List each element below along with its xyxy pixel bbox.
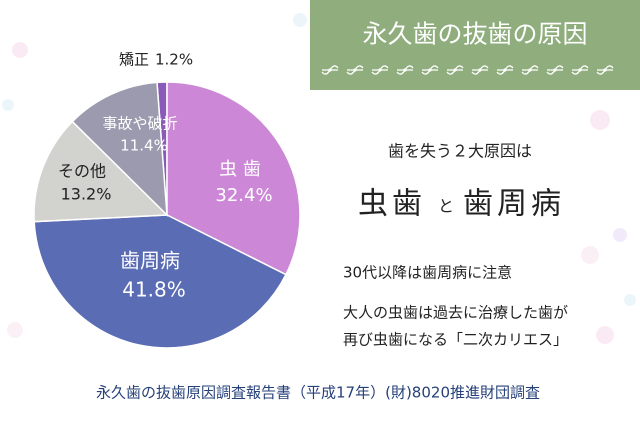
headline-intro: 歯を失う２大原因は	[388, 142, 532, 161]
pie: 矯正 1.2% 虫 歯 32.4% 歯周病 41.8% その他 13.2% 事故や破折 11.4%	[33, 51, 301, 349]
slice-label: 事故や破折	[102, 115, 177, 133]
ornament-dot	[378, 68, 382, 72]
slice-label: その他	[58, 162, 106, 181]
ornament-dot	[453, 68, 457, 72]
header-title: 永久歯の抜歯の原因	[362, 20, 587, 49]
ornament-dot	[403, 68, 407, 72]
ornament-row	[321, 65, 614, 75]
ornament-dot	[528, 68, 532, 72]
pie-slice	[166, 81, 301, 276]
ornament-dot	[578, 68, 582, 72]
ornament-dot	[428, 68, 432, 72]
ornament-dot	[328, 68, 332, 72]
value-label: 1.2%	[155, 51, 193, 69]
ornament-dot	[553, 68, 557, 72]
note: 大人の虫歯は過去に治療した歯が	[343, 304, 568, 322]
note: 30代以降は歯周病に注意	[343, 264, 512, 282]
background-dots	[2, 13, 636, 344]
pie-slice	[33, 214, 287, 349]
slice-label: 矯正	[119, 51, 149, 69]
value-label: 13.2%	[61, 185, 112, 204]
note: 再び虫歯になる「二次カリエス」	[343, 331, 568, 349]
header-box	[310, 0, 640, 90]
ornament-dot	[478, 68, 482, 72]
ornament-dot	[603, 68, 607, 72]
value-label: 32.4%	[215, 185, 272, 206]
headline-conjunction: と	[438, 197, 454, 216]
value-label: 41.8%	[122, 278, 186, 302]
ornament-dot	[353, 68, 357, 72]
slice-label: 歯周病	[120, 249, 180, 273]
ornament-dot	[503, 68, 507, 72]
headline-cause: 歯周病	[463, 187, 565, 222]
slice-label: 虫 歯	[219, 159, 261, 180]
headline-cause: 虫歯	[358, 187, 426, 222]
pie-slice	[33, 120, 169, 223]
pie-slice	[71, 81, 168, 217]
source: 永久歯の抜歯原因調査報告書（平成17年）(財)8020推進財団調査	[96, 384, 540, 402]
value-label: 11.4%	[120, 136, 168, 154]
